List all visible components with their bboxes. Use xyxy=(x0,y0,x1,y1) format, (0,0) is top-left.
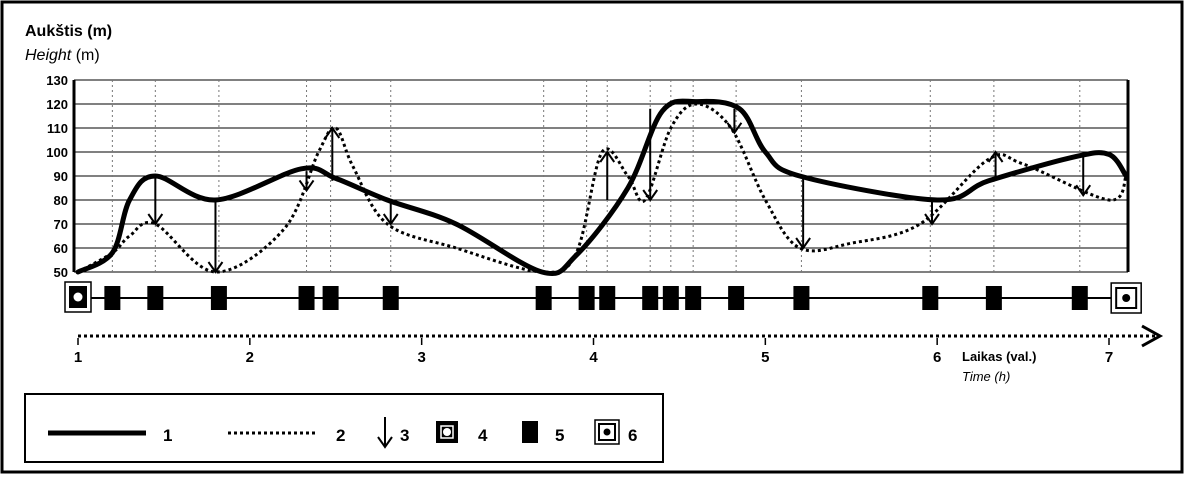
legend-box xyxy=(24,393,664,463)
x-tick-label: 6 xyxy=(933,349,941,366)
legend: 1 2 3 4 5 6 xyxy=(24,393,664,463)
arrow-mark xyxy=(987,150,1004,179)
arrow-head xyxy=(1075,184,1092,197)
arrow-head xyxy=(987,150,1004,163)
x-tick-label: 3 xyxy=(417,349,425,366)
arrow-head xyxy=(298,179,315,193)
stop-marker xyxy=(382,286,399,310)
stop-marker xyxy=(985,286,1002,310)
y-tick-label: 100 xyxy=(46,145,68,160)
route-row xyxy=(64,281,1142,314)
x-tick-label: 4 xyxy=(589,349,598,366)
stop-marker xyxy=(104,286,121,310)
stop-marker xyxy=(1071,286,1088,310)
x-title-en: Time (h) xyxy=(962,369,1010,384)
legend-label-2: 2 xyxy=(336,426,345,445)
legend-stop-marker-icon xyxy=(522,421,538,443)
y-tick-label: 120 xyxy=(46,97,68,112)
arrow-head xyxy=(726,122,743,135)
arrow-mark xyxy=(147,176,164,226)
stop-marker xyxy=(210,286,227,310)
arrow-head xyxy=(795,237,811,250)
x-tick-label: 5 xyxy=(761,349,769,366)
arrow-head xyxy=(382,213,399,226)
series-group xyxy=(75,98,1129,277)
y-title-en-italic: Height xyxy=(25,47,72,64)
time-axis: 1 2 3 4 5 6 7 xyxy=(74,324,1164,366)
arrow-mark xyxy=(599,150,616,200)
arrow-head xyxy=(599,150,616,163)
series-line-1 xyxy=(75,98,1129,277)
y-tick-label: 60 xyxy=(54,241,68,256)
stop-marker xyxy=(599,286,616,310)
start-marker-dot xyxy=(73,292,83,302)
stop-marker xyxy=(728,286,745,310)
arrow-head xyxy=(147,213,164,226)
y-tick-label: 70 xyxy=(54,217,68,232)
series-line-2 xyxy=(77,102,1128,274)
arrows-group xyxy=(147,108,1092,274)
x-title-lt: Laikas (val.) xyxy=(962,349,1036,364)
arrow-mark xyxy=(924,200,940,226)
time-axis-arrowhead xyxy=(1141,324,1164,348)
y-tick-label: 80 xyxy=(54,193,68,208)
stop-marker xyxy=(685,286,702,310)
legend-end-marker-icon xyxy=(594,419,620,445)
legend-label-4: 4 xyxy=(478,426,488,445)
y-tick-label: 110 xyxy=(47,121,68,136)
stop-marker xyxy=(535,286,552,310)
legend-label-6: 6 xyxy=(628,426,637,445)
arrow-head xyxy=(324,126,341,139)
stop-marker xyxy=(322,286,339,310)
start-marker xyxy=(64,281,92,313)
stop-marker xyxy=(793,286,810,310)
x-tick-label: 1 xyxy=(74,349,82,366)
stop-marker xyxy=(922,286,939,310)
arrow-mark xyxy=(298,171,315,193)
arrow-mark xyxy=(382,200,399,226)
arrow-mark xyxy=(795,176,811,250)
x-tick-label: 7 xyxy=(1105,349,1113,366)
legend-label-3: 3 xyxy=(400,426,409,445)
y-title-en-unit: (m) xyxy=(71,47,99,64)
arrow-head xyxy=(207,261,224,274)
end-marker xyxy=(1110,282,1142,314)
legend-label-5: 5 xyxy=(555,426,564,445)
arrow-head xyxy=(924,213,940,226)
y-tick-label: 50 xyxy=(54,265,68,280)
y-axis-ticks: 50 60 70 80 90 100 110 120 130 xyxy=(46,73,68,280)
stop-marker xyxy=(147,286,164,310)
arrow-mark xyxy=(1075,156,1092,197)
stop-marker xyxy=(298,286,315,310)
y-title-lt: Aukštis (m) xyxy=(25,23,112,40)
legend-start-marker-icon xyxy=(436,421,458,443)
legend-arrow-icon xyxy=(377,417,393,449)
y-tick-label: 90 xyxy=(54,169,68,184)
arrow-mark xyxy=(324,126,341,181)
y-title-en: Height (m) xyxy=(25,47,100,64)
arrow-mark xyxy=(207,200,224,274)
arrow-mark xyxy=(642,108,659,202)
stop-marker xyxy=(642,286,659,310)
arrow-head xyxy=(642,189,659,202)
x-tick-label: 2 xyxy=(246,349,254,366)
stop-marker xyxy=(578,286,595,310)
legend-label-1: 1 xyxy=(163,426,172,445)
arrow-mark xyxy=(726,108,743,135)
y-tick-label: 130 xyxy=(46,73,68,88)
stop-marker xyxy=(662,286,679,310)
end-marker-dot xyxy=(1122,294,1131,302)
